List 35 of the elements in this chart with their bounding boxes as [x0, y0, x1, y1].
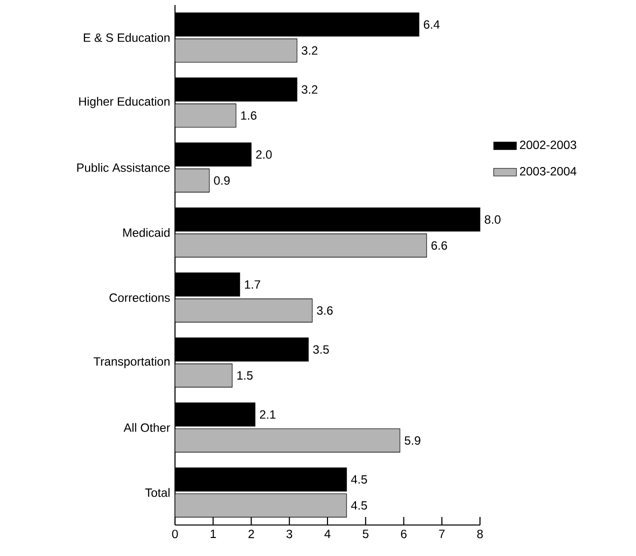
- y-tick-label: All Other: [124, 423, 170, 432]
- data-label: 3.2: [302, 46, 318, 55]
- x-tick-label: 3: [286, 530, 292, 538]
- data-label: 1.5: [237, 371, 253, 380]
- data-label: 3.2: [302, 85, 318, 94]
- data-label: 8.0: [484, 215, 500, 224]
- data-label: 6.6: [431, 241, 448, 250]
- y-tick-label: E & S Education: [84, 33, 170, 42]
- data-label: 6.4: [424, 20, 440, 29]
- x-tick-label: 7: [439, 530, 445, 538]
- data-label: 3.6: [316, 306, 333, 315]
- x-tick-label: 6: [401, 530, 407, 538]
- legend-label: 2002-2003: [520, 140, 576, 150]
- y-tick-label: Medicaid: [123, 228, 170, 237]
- data-label: 5.9: [404, 436, 420, 445]
- data-label: 4.5: [351, 475, 368, 484]
- x-tick-label: 2: [248, 530, 254, 538]
- data-label: 1.6: [241, 111, 256, 120]
- data-label: 0.9: [214, 176, 230, 185]
- x-tick-label: 4: [324, 530, 330, 538]
- y-tick-label: Public Assistance: [77, 163, 170, 172]
- x-tick-label: 5: [362, 530, 368, 538]
- legend-label: 2003-2004: [520, 166, 576, 176]
- data-label: 1.7: [245, 280, 260, 289]
- y-tick-label: Transportation: [94, 356, 170, 368]
- y-tick-label: Total: [145, 488, 170, 497]
- x-tick-label: 8: [477, 530, 483, 538]
- x-tick-label: 0: [172, 530, 178, 538]
- data-label: 4.5: [351, 501, 368, 510]
- x-tick-label: 1: [210, 530, 216, 538]
- y-tick-label: Higher Education: [79, 96, 170, 108]
- data-label: 2.0: [256, 150, 272, 159]
- data-label: 3.5: [313, 345, 329, 354]
- y-tick-label: Corrections: [110, 293, 170, 302]
- data-label: 2.1: [260, 410, 276, 419]
